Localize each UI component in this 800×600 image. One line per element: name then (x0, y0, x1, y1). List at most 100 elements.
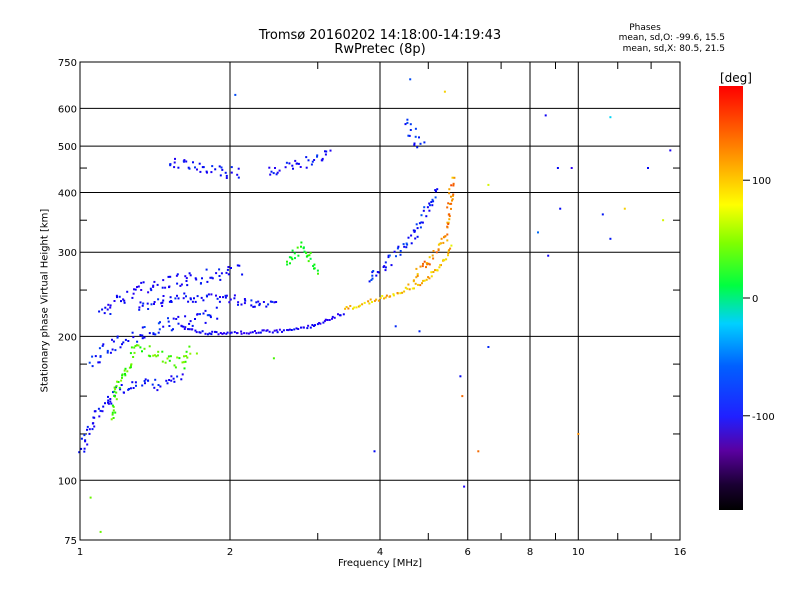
data-point (119, 388, 122, 391)
data-point (91, 355, 94, 358)
data-point (450, 195, 452, 198)
data-point (230, 171, 233, 174)
data-point (115, 294, 118, 297)
data-point (156, 389, 159, 392)
data-point (273, 301, 276, 304)
x-tick-label: 16 (674, 547, 687, 558)
data-point (410, 234, 413, 237)
data-point (216, 297, 219, 300)
data-point (192, 161, 194, 164)
data-point (169, 164, 172, 167)
data-point (121, 376, 123, 379)
phase-stats-o: mean, sd,O: -99.6, 15.5 (618, 33, 725, 43)
data-point (318, 322, 321, 324)
data-point (154, 378, 157, 381)
data-point (375, 298, 378, 301)
data-point (422, 279, 425, 282)
data-point (205, 268, 208, 271)
data-point (138, 306, 141, 309)
data-point (177, 322, 180, 325)
data-point (152, 333, 155, 336)
data-point (225, 174, 228, 177)
data-point (268, 330, 271, 333)
data-point (451, 176, 454, 179)
data-point (181, 373, 184, 376)
data-point (237, 176, 240, 179)
data-point (293, 252, 296, 255)
data-point (375, 274, 378, 277)
data-point (111, 404, 114, 407)
data-point (164, 361, 167, 364)
data-point (198, 331, 201, 334)
data-point (307, 324, 310, 327)
data-point (370, 279, 373, 281)
data-point (196, 295, 199, 298)
data-point (201, 277, 203, 280)
data-point (228, 301, 231, 304)
data-point (435, 251, 438, 254)
data-point (183, 159, 186, 162)
data-point (255, 332, 258, 335)
data-point (303, 250, 306, 253)
data-point (188, 328, 191, 331)
data-point (78, 451, 81, 454)
data-point (215, 294, 217, 297)
data-point (395, 255, 397, 258)
data-point (225, 332, 228, 335)
data-point (325, 150, 328, 153)
data-point (80, 447, 83, 450)
data-point (452, 184, 455, 187)
data-point (355, 306, 358, 309)
data-point (102, 343, 105, 346)
data-point (91, 428, 94, 431)
data-point (268, 166, 271, 169)
data-point (184, 360, 187, 363)
data-point (313, 263, 316, 266)
data-point (218, 165, 221, 168)
data-point (225, 271, 228, 274)
data-point (434, 189, 437, 192)
data-point (169, 355, 172, 358)
data-point (463, 485, 466, 488)
data-point (109, 398, 112, 400)
data-point (93, 425, 96, 428)
data-point (407, 283, 410, 286)
data-point (387, 254, 390, 257)
data-point (411, 287, 414, 290)
data-point (423, 141, 426, 144)
data-point (121, 373, 124, 376)
phases-title: Phases (629, 23, 661, 33)
data-point (285, 161, 288, 164)
data-point (176, 273, 179, 276)
data-point (233, 294, 236, 297)
data-point (379, 297, 382, 299)
data-point (189, 298, 192, 301)
data-point (415, 276, 418, 279)
data-point (396, 247, 399, 250)
data-point (164, 286, 167, 289)
data-point (191, 300, 194, 303)
data-point (368, 302, 371, 305)
data-point (223, 332, 225, 335)
data-point (257, 331, 260, 334)
data-point (168, 325, 171, 327)
data-point (116, 296, 118, 299)
data-point (313, 267, 315, 270)
data-point (447, 221, 450, 224)
data-point (98, 361, 101, 364)
data-point (147, 308, 150, 310)
data-point (205, 170, 208, 173)
data-point (161, 360, 164, 363)
data-point (147, 291, 150, 294)
data-point (162, 279, 165, 282)
data-point (86, 428, 88, 431)
data-point (392, 294, 395, 297)
data-point (269, 173, 272, 176)
y-tick-label: 750 (58, 58, 77, 69)
data-point (115, 385, 118, 388)
data-point (328, 319, 331, 321)
data-point (140, 289, 143, 291)
data-point (448, 249, 450, 252)
data-point (291, 258, 294, 261)
data-point (436, 188, 439, 191)
